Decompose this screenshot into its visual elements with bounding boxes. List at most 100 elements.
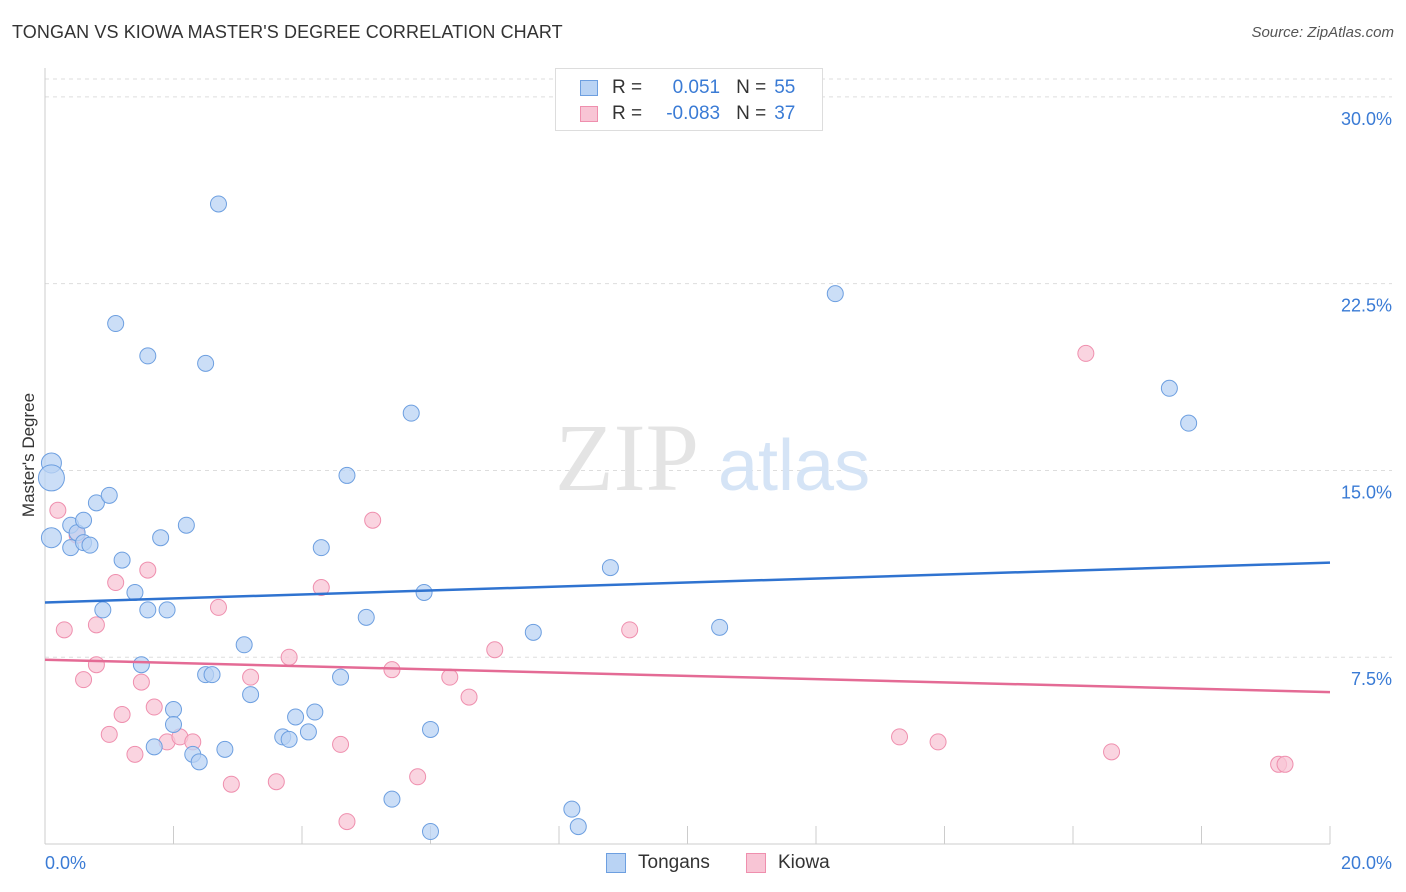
tongans-point [280,730,298,748]
tongans-point [209,195,227,213]
tongans-point [357,608,375,626]
tongans-point [75,511,93,529]
kiowa-point [338,813,356,831]
kiowa-point [312,578,330,596]
tongans-swatch [580,80,598,96]
tongans-point [165,715,182,733]
tongans-point [826,285,844,303]
legend-label-tongans: Tongans [638,852,710,873]
series-legend: Tongans Kiowa [0,852,1406,876]
kiowa-swatch [580,106,598,122]
tongans-point [203,666,221,684]
grid-lines [45,78,1392,658]
tongans-point [197,354,215,372]
tongans-point [287,708,305,726]
legend-label-kiowa: Kiowa [778,852,830,873]
tongans-point [242,686,260,704]
x-tick-label-max: 20.0% [1341,853,1392,873]
tongans-point [94,601,112,619]
tongans-point [299,723,317,741]
tongans-point [711,618,729,636]
tongans-point [139,601,157,619]
tongans-point [235,636,253,654]
tongans-point [113,551,131,569]
tongans-legend-swatch [606,853,626,873]
tongans-point [422,720,439,738]
kiowa-trend-line [44,658,1331,694]
tongans-point [563,800,581,818]
kiowa-point [55,621,73,639]
r-label: R = [612,103,643,124]
tongans-point [158,601,176,619]
kiowa-point [621,621,639,639]
kiowa-point [267,773,285,791]
kiowa-point [486,641,504,659]
tongans-point [383,790,401,808]
watermark-zip: ZIP [555,404,699,511]
tongans-point [177,516,195,534]
kiowa-point [145,698,163,716]
kiowa-point [87,616,105,634]
tongans-point [139,347,157,365]
kiowa-point [364,511,382,529]
tick-labels: 7.5% 15.0% 22.5% 30.0% 0.0% 20.0% [45,109,1392,873]
kiowa-point [1276,755,1294,773]
tongans-point [100,486,118,504]
x-tick-label-min: 0.0% [45,853,86,873]
kiowa-point [75,671,93,689]
tongans-point [524,623,542,641]
kiowa-point [49,501,67,519]
n-value: 37 [774,103,796,124]
legend-item-tongans[interactable]: Tongans [606,852,710,874]
r-value: 0.051 [672,77,721,98]
kiowa-point [441,668,459,686]
kiowa-point [891,728,909,746]
kiowa-point [100,725,118,743]
kiowa-point [126,745,144,763]
tongans-point [1160,379,1178,397]
kiowa-point [1077,344,1095,362]
watermark: ZIP atlas [555,404,870,511]
tongans-point [81,536,99,554]
tongans-point [338,466,356,484]
tongans-point [422,823,439,841]
kiowa-point [139,561,157,579]
legend-row-tongans: R = 0.051 N = 55 [580,77,795,99]
tongans-point [415,583,433,601]
correlation-legend: R = 0.051 N = 55 R = -0.083 N = 37 [555,68,823,131]
kiowa-point [1103,743,1121,761]
y-axis-label: Master's Degree [19,393,38,517]
y-tick-label: 7.5% [1351,669,1392,689]
kiowa-point [242,668,260,686]
n-label: N = [736,103,767,124]
kiowa-point [222,775,240,793]
source-label: Source: ZipAtlas.com [1251,24,1394,41]
n-value: 55 [774,77,796,98]
tongans-point [132,656,150,674]
tongans-point [312,539,330,557]
tongans-point [37,464,65,492]
legend-item-kiowa[interactable]: Kiowa [746,852,830,874]
kiowa-point [132,673,150,691]
kiowa-legend-swatch [746,853,766,873]
kiowa-point [460,688,478,706]
kiowa-point [209,598,227,616]
tongans-point [402,404,420,422]
trend-lines [44,561,1331,694]
tongans-point [145,738,163,756]
tongans-point [190,753,208,771]
kiowa-point [107,574,125,592]
kiowa-point [113,706,131,724]
r-label: R = [612,77,643,98]
kiowa-point [409,768,427,786]
tongans-point [152,529,170,547]
kiowa-point [280,648,298,666]
tongans-point [165,701,182,719]
n-label: N = [736,77,767,98]
tongans-point [87,494,105,512]
tongans-point [332,668,350,686]
tongans-point [40,527,62,549]
chart-title: TONGAN VS KIOWA MASTER'S DEGREE CORRELAT… [12,22,563,42]
kiowa-point [332,735,350,753]
